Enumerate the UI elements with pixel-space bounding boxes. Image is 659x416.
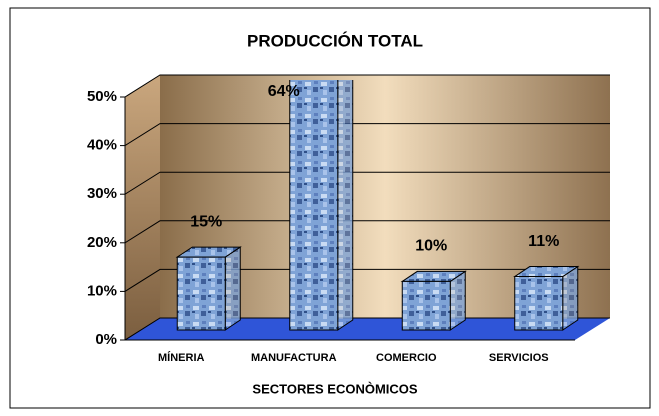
y-tick-label: 40% <box>87 137 117 154</box>
x-tick-label: SERVICIOS <box>489 352 549 364</box>
bars <box>175 80 580 331</box>
grid-line <box>124 220 610 244</box>
data-label: 15% <box>190 213 222 230</box>
y-tick-label: 50% <box>87 88 117 105</box>
side-wall <box>125 75 160 340</box>
bar <box>513 265 580 331</box>
grid-line <box>124 74 610 98</box>
x-tick-label: COMERCIO <box>376 352 437 364</box>
y-tick-label: 10% <box>87 282 117 299</box>
bar <box>400 270 467 331</box>
bar-side <box>562 265 579 331</box>
y-tick-label: 30% <box>87 185 117 202</box>
x-tick-label: MÍNERIA <box>158 351 205 364</box>
y-tick-label: 0% <box>95 331 117 348</box>
bar-front <box>289 80 339 331</box>
floor <box>125 318 610 340</box>
grid-line <box>124 171 610 195</box>
x-tick-label: MANUFACTURA <box>251 352 337 364</box>
bar-side <box>224 246 241 331</box>
data-label: 11% <box>528 233 559 250</box>
bar-front <box>176 256 226 331</box>
bar <box>175 246 242 331</box>
x-axis-title: SECTORES ECONÒMICOS <box>252 381 418 396</box>
chart-title: PRODUCCIÓN TOTAL <box>247 31 423 50</box>
bar-front <box>401 280 451 331</box>
y-tick-label: 20% <box>87 234 117 251</box>
bar <box>289 80 354 331</box>
grid-line <box>124 268 610 292</box>
data-label: 64% <box>268 83 300 100</box>
grid-line <box>124 123 610 147</box>
data-label: 10% <box>415 238 447 255</box>
bar-front <box>514 276 564 331</box>
